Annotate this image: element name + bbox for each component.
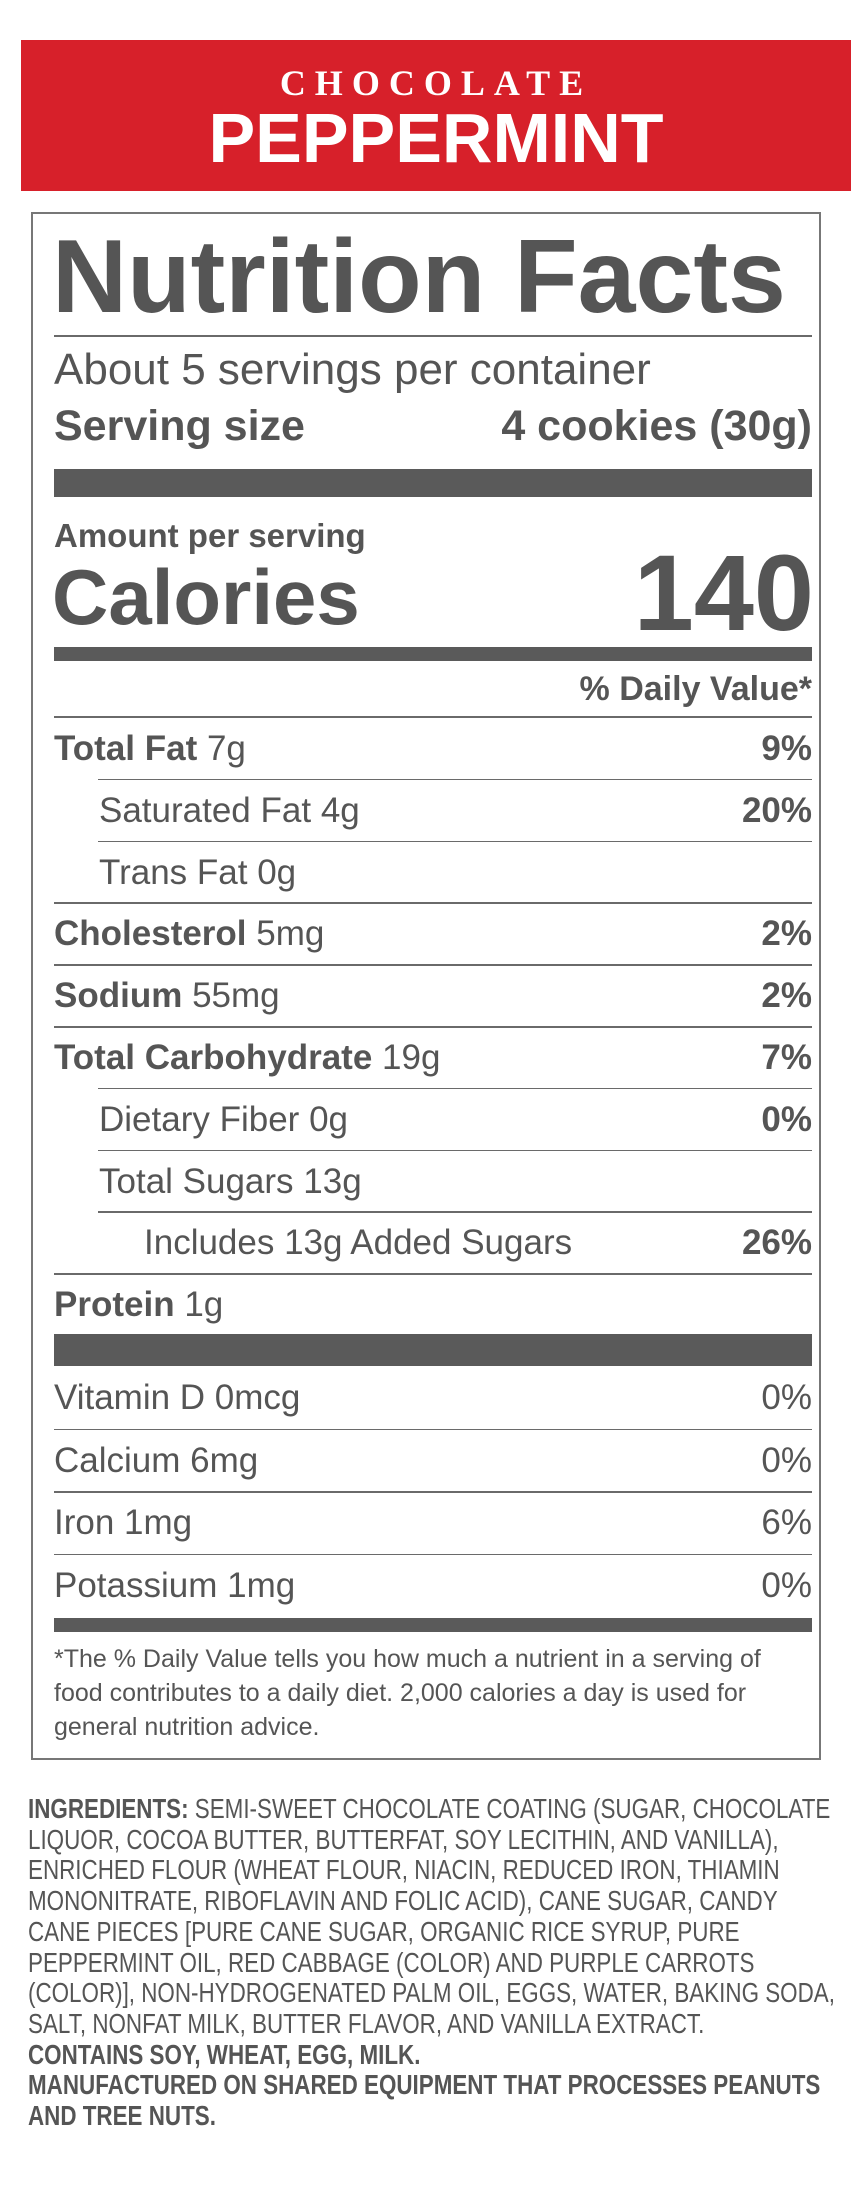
nutrient-dv: 20% (741, 790, 812, 830)
ingredients-text: SEMI-SWEET CHOCOLATE COATING (SUGAR, CHO… (28, 1793, 835, 2039)
footnote: *The % Daily Value tells you how much a … (54, 1645, 761, 1741)
rule (54, 335, 812, 337)
rule (54, 1553, 812, 1555)
banner-line2: PEPPERMINT (208, 99, 664, 177)
thick-bar (54, 1334, 812, 1366)
rule (98, 1211, 812, 1213)
nutrient-amount: 19g (382, 1038, 441, 1077)
nutrient-name: Total Sugars (99, 1161, 294, 1201)
thick-bar (54, 469, 812, 497)
medium-bar (54, 647, 812, 661)
nutrient-dv: 2% (761, 914, 812, 954)
vitamin-name: Potassium 1mg (54, 1565, 296, 1605)
nutrient-amount: 13g (303, 1161, 362, 1201)
nutrient-row: Cholesterol 5mg (54, 903, 324, 965)
nutrient-name: Saturated Fat (99, 790, 312, 830)
nutrient-name: Protein (54, 1285, 175, 1325)
nutrient-name: Sodium (54, 976, 183, 1016)
serving-size-value: 4 cookies (30g) (501, 402, 812, 450)
rule (54, 1273, 812, 1275)
nutrient-dv: 7% (761, 1038, 812, 1077)
rule (54, 1428, 812, 1430)
nutrient-row: Sodium 55mg (54, 965, 280, 1027)
vitamin-dv: 0% (761, 1565, 812, 1605)
equipment-statement: MANUFACTURED ON SHARED EQUIPMENT THAT PR… (28, 2069, 821, 2132)
label-title: Nutrition Facts (52, 219, 786, 335)
nutrient-amount: 4g (320, 790, 360, 830)
vitamin-name: Calcium 6mg (54, 1440, 259, 1480)
nutrient-amount: 7g (206, 729, 246, 768)
nutrient-row: Dietary Fiber 0g (99, 1089, 348, 1151)
rule (98, 1087, 812, 1090)
medium-bar (54, 1618, 812, 1632)
nutrient-row: Saturated Fat 4g (99, 780, 360, 842)
nutrient-name: Includes 13g Added Sugars (144, 1223, 573, 1263)
rule (54, 1026, 812, 1028)
nutrient-amount: 55mg (192, 976, 280, 1016)
amount-per-serving: Amount per serving (54, 517, 366, 554)
ingredients-label: INGREDIENTS: (28, 1793, 189, 1824)
nutrient-row: Protein 1g (54, 1274, 223, 1336)
serving-size-label: Serving size (54, 402, 305, 450)
rule (54, 1491, 812, 1493)
daily-value-header: % Daily Value* (579, 670, 812, 708)
vitamin-dv: 0% (761, 1378, 812, 1417)
nutrient-amount: 0g (309, 1099, 348, 1139)
vitamin-name: Vitamin D 0mcg (54, 1378, 301, 1417)
vitamin-name: Iron 1mg (54, 1503, 193, 1542)
calories-value: 140 (633, 532, 814, 653)
ingredients: INGREDIENTS: SEMI-SWEET CHOCOLATE COATIN… (28, 1793, 844, 2132)
nutrient-name: Dietary Fiber (99, 1099, 300, 1139)
nutrient-name: Total Fat (54, 729, 198, 768)
nutrient-name: Trans Fat (99, 852, 248, 892)
nutrient-row: Total Carbohydrate 19g (54, 1027, 440, 1089)
nutrient-dv: 0% (761, 1099, 812, 1139)
nutrient-amount: 5mg (256, 914, 325, 954)
nutrient-row: Total Sugars 13g (99, 1151, 362, 1213)
rule (98, 1149, 812, 1152)
allergen-statement: CONTAINS SOY, WHEAT, EGG, MILK. (28, 2038, 421, 2070)
rule (98, 778, 812, 781)
calories-label: Calories (52, 553, 360, 641)
nutrient-name: Cholesterol (54, 914, 247, 954)
vitamin-dv: 0% (761, 1440, 812, 1480)
rule (98, 840, 812, 843)
banner (21, 40, 851, 191)
nutrient-amount: 0g (257, 852, 297, 892)
nutrient-dv: 9% (761, 729, 812, 768)
nutrient-row: Trans Fat 0g (99, 842, 296, 904)
rule (54, 716, 812, 718)
nutrient-row: Total Fat 7g (54, 718, 246, 780)
vitamin-dv: 6% (761, 1503, 812, 1542)
nutrient-dv: 2% (761, 976, 812, 1016)
rule (54, 902, 812, 904)
nutrient-amount: 1g (184, 1285, 224, 1325)
label-box (31, 212, 821, 1760)
banner-line1: CHOCOLATE (279, 63, 593, 103)
nutrient-dv: 26% (741, 1223, 812, 1263)
nutrient-name: Total Carbohydrate (54, 1038, 373, 1077)
servings: About 5 servings per container (54, 345, 651, 394)
nutrient-row: Includes 13g Added Sugars (144, 1212, 572, 1274)
rule (54, 964, 812, 966)
